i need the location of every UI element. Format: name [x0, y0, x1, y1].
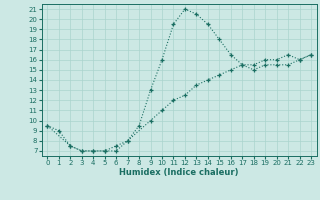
X-axis label: Humidex (Indice chaleur): Humidex (Indice chaleur) — [119, 168, 239, 177]
